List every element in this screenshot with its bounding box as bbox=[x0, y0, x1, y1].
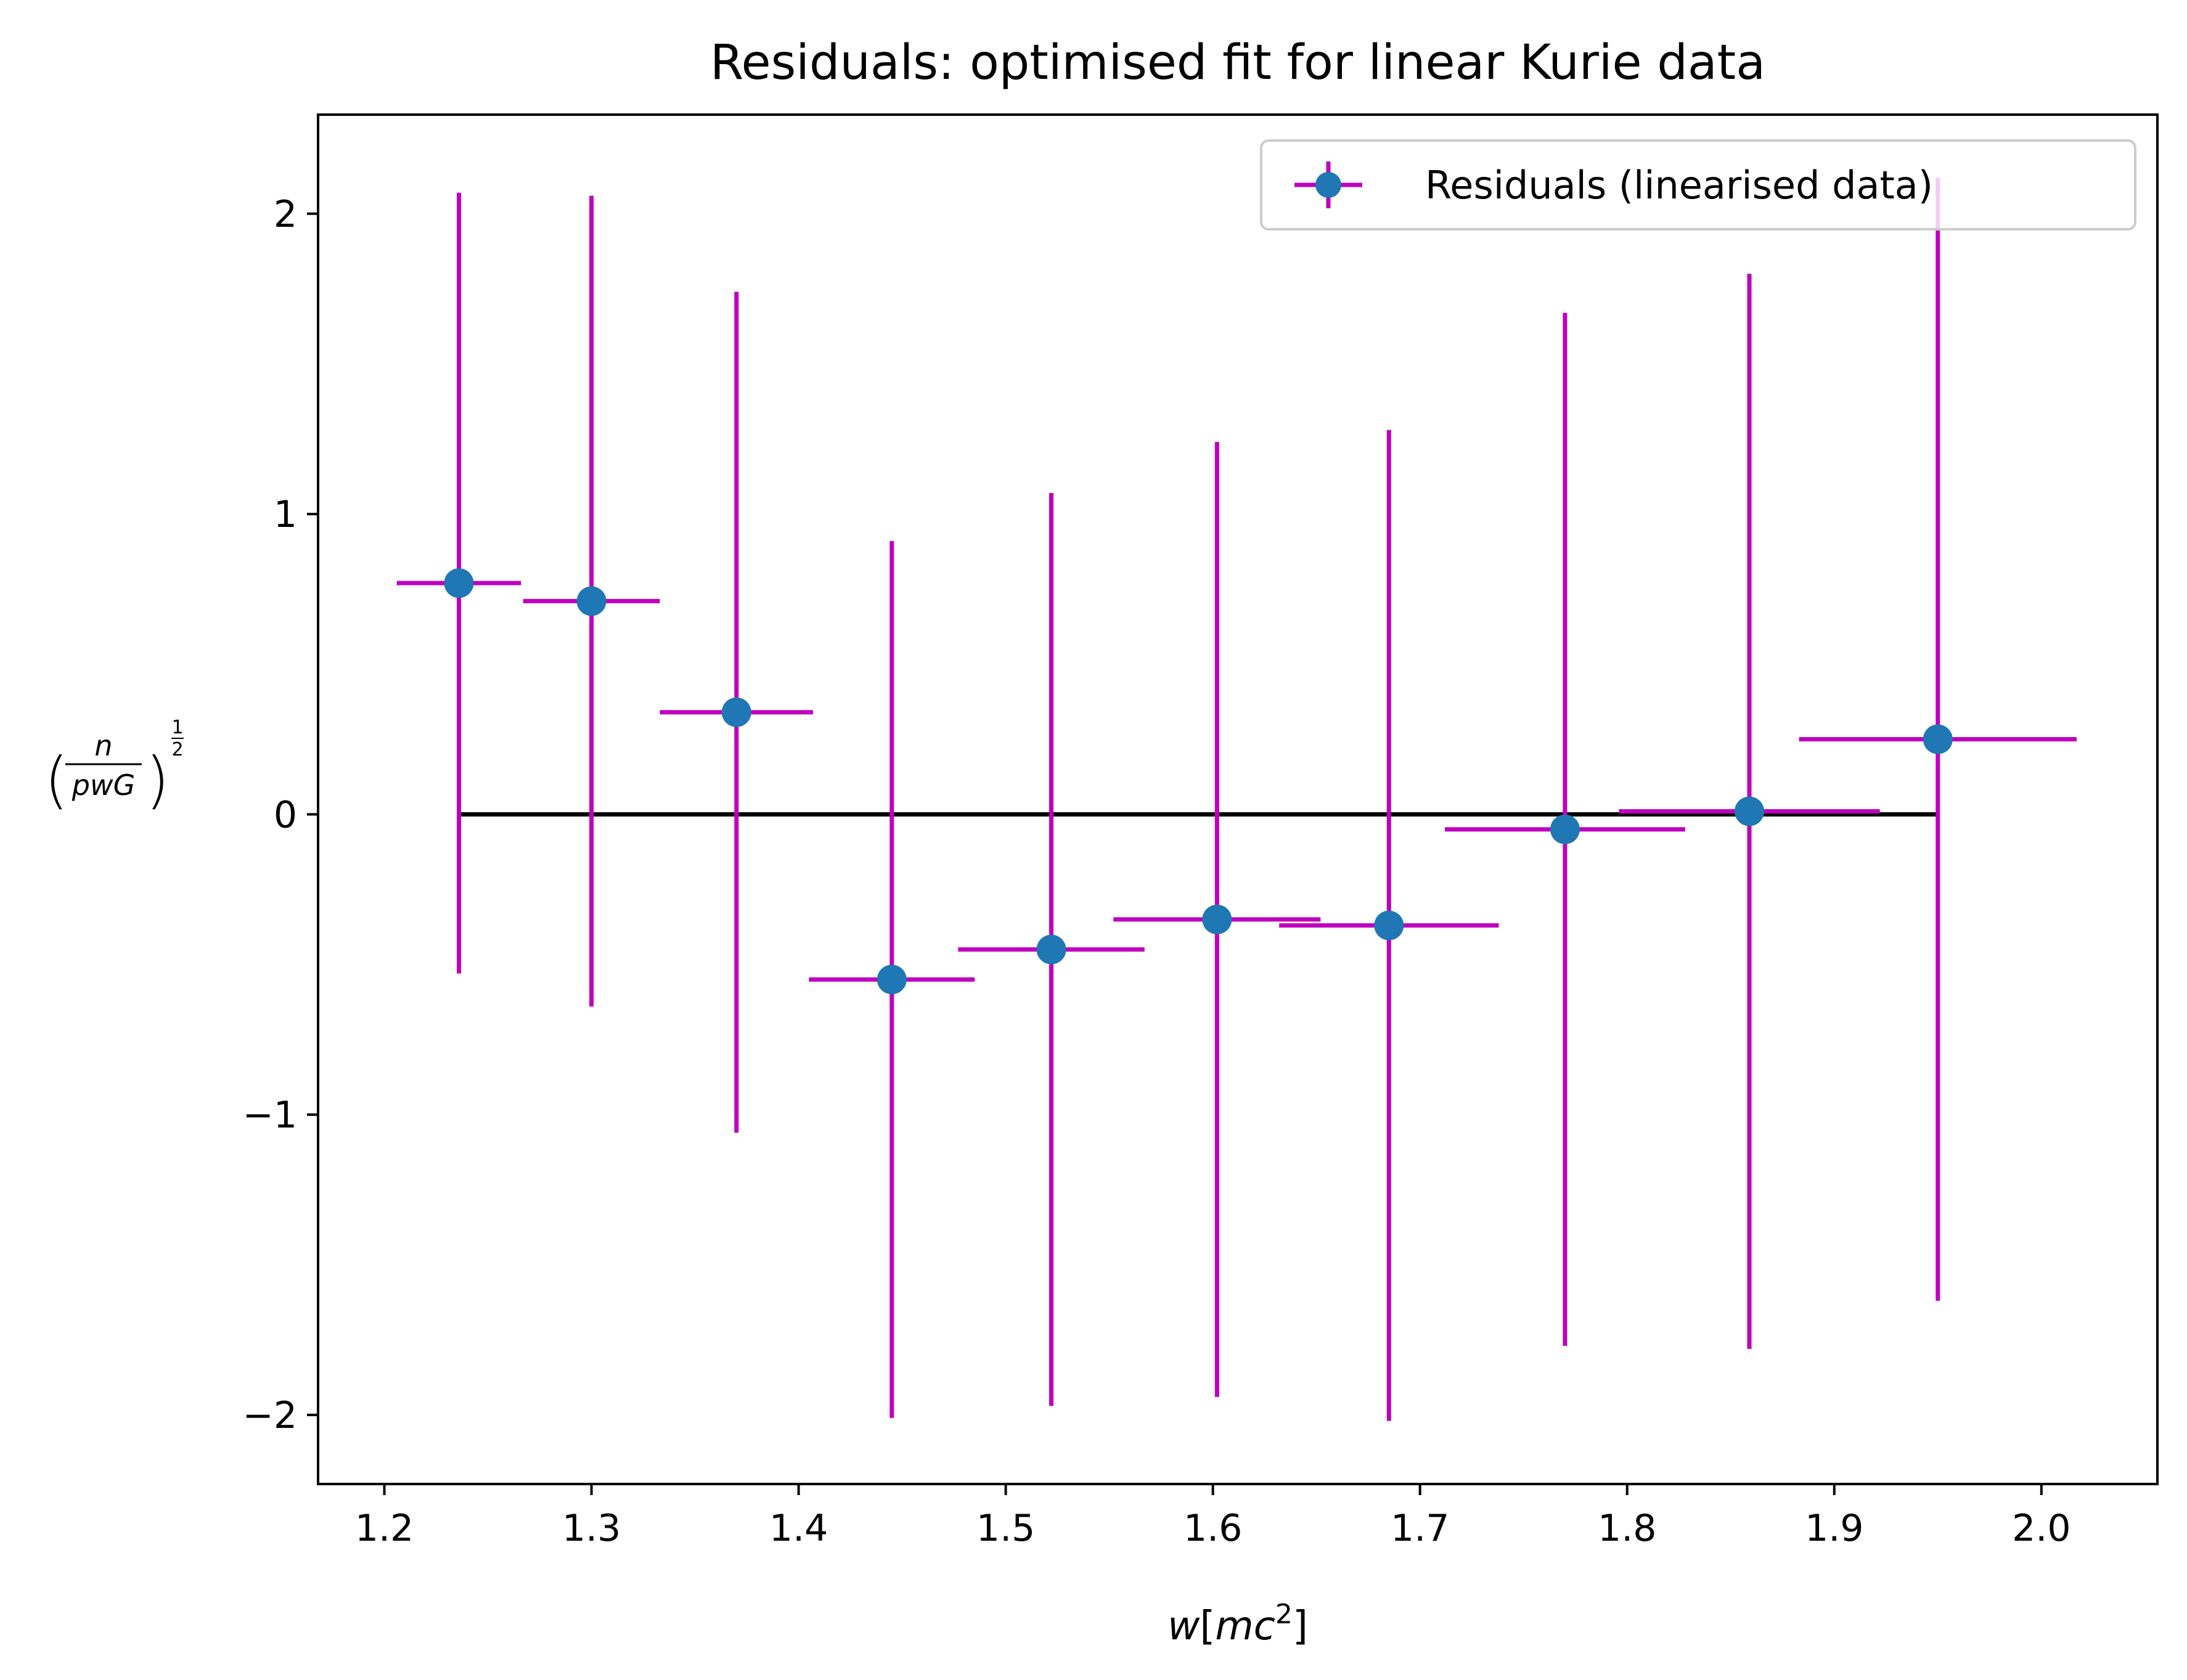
x-tick-label: 1.3 bbox=[562, 1507, 621, 1550]
axes-frame bbox=[317, 113, 2159, 1485]
x-label-base: w bbox=[1167, 1604, 1200, 1649]
data-point-6 bbox=[1113, 442, 1321, 1397]
x-axis: 1.2 1.3 1.4 1.5 1.6 1.7 1.8 1.9 2.0 bbox=[355, 1484, 2071, 1550]
x-label-inner: mc bbox=[1215, 1604, 1275, 1649]
y-label-numerator: n bbox=[94, 729, 112, 762]
data-point-1 bbox=[396, 192, 521, 974]
y-label-exp-denominator: 2 bbox=[171, 739, 183, 760]
x-tick-label: 1.6 bbox=[1183, 1507, 1242, 1550]
y-tick-label: 2 bbox=[274, 193, 297, 236]
data-point-3 bbox=[660, 292, 814, 1133]
legend-marker-icon bbox=[1315, 172, 1341, 198]
data-point-9 bbox=[1619, 274, 1880, 1349]
y-axis-label: ( n pwG ) 1 2 bbox=[44, 717, 184, 816]
y-label-denominator: pwG bbox=[72, 769, 135, 802]
y-axis: −2 −1 0 1 2 bbox=[243, 193, 318, 1437]
data-marker bbox=[877, 964, 907, 995]
data-point-2 bbox=[523, 195, 660, 1007]
data-marker bbox=[444, 568, 474, 598]
data-marker bbox=[721, 697, 751, 727]
data-marker bbox=[1735, 796, 1765, 826]
x-tick-label: 1.8 bbox=[1598, 1507, 1656, 1550]
x-tick-label: 2.0 bbox=[2012, 1507, 2070, 1550]
data-point-4 bbox=[809, 540, 975, 1418]
x-tick-label: 1.9 bbox=[1805, 1507, 1863, 1550]
data-marker bbox=[576, 586, 607, 616]
data-point-8 bbox=[1445, 312, 1685, 1346]
data-marker bbox=[1923, 724, 1953, 754]
y-tick-label: 0 bbox=[274, 793, 297, 836]
data-point-7 bbox=[1279, 430, 1499, 1421]
x-tick-label: 1.2 bbox=[355, 1507, 414, 1550]
y-label-open-paren: ( bbox=[44, 744, 68, 816]
x-tick-label: 1.7 bbox=[1391, 1507, 1449, 1550]
legend: Residuals (linearised data) bbox=[1260, 139, 2136, 230]
y-tick-label: −1 bbox=[243, 1094, 297, 1137]
x-tick-label: 1.4 bbox=[769, 1507, 828, 1550]
data-marker bbox=[1202, 904, 1232, 934]
data-marker bbox=[1550, 814, 1580, 844]
legend-label: Residuals (linearised data) bbox=[1425, 163, 1933, 208]
x-axis-label: w[mc2] bbox=[1167, 1599, 1308, 1649]
data-marker bbox=[1036, 934, 1066, 964]
plot-area bbox=[396, 177, 2077, 1421]
legend-frame bbox=[1260, 139, 2136, 230]
x-tick-label: 1.5 bbox=[976, 1507, 1035, 1550]
x-label-sup: 2 bbox=[1275, 1599, 1293, 1630]
y-tick-label: 1 bbox=[274, 493, 297, 536]
data-point-5 bbox=[958, 492, 1145, 1406]
chart-title: Residuals: optimised fit for linear Kuri… bbox=[710, 35, 1765, 91]
y-label-close-paren: ) bbox=[145, 744, 170, 816]
x-label-close: ] bbox=[1293, 1604, 1308, 1649]
y-label-exp-numerator: 1 bbox=[171, 717, 183, 738]
data-point-10 bbox=[1799, 177, 2077, 1301]
x-label-open: [ bbox=[1200, 1604, 1215, 1649]
data-marker bbox=[1374, 910, 1404, 940]
y-tick-label: −2 bbox=[243, 1394, 297, 1437]
